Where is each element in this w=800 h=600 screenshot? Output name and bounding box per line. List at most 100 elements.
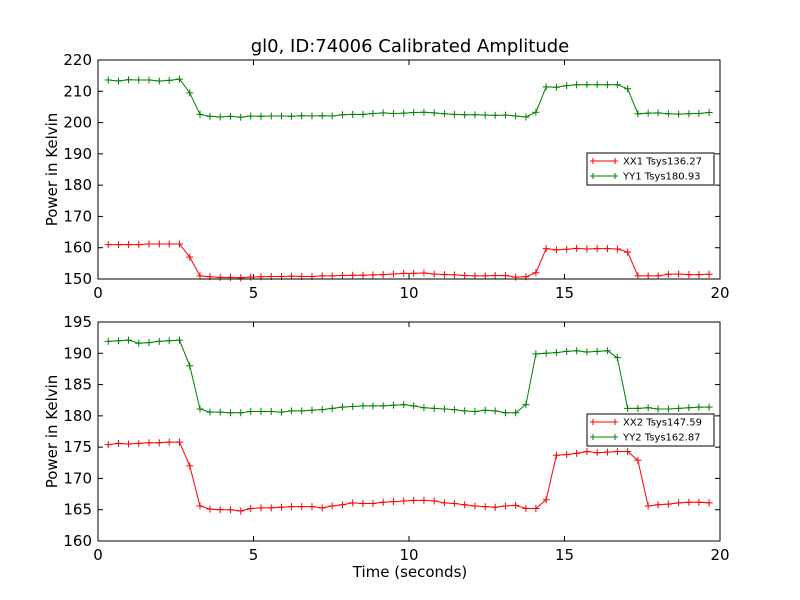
top-data-point (165, 76, 173, 84)
bottom-data-point (471, 502, 479, 510)
bottom-data-point (471, 407, 479, 415)
bottom-data-point (298, 407, 306, 415)
top-data-point (573, 81, 581, 89)
top-data-point (430, 109, 438, 117)
bottom-data-point (613, 448, 621, 456)
bottom-data-point (338, 501, 346, 509)
bottom-xtick-label: 15 (555, 546, 574, 564)
bottom-data-point (267, 504, 275, 512)
bottom-series-0 (104, 438, 713, 515)
top-data-point (175, 75, 183, 83)
bottom-data-point (115, 439, 123, 447)
bottom-data-point (685, 404, 693, 412)
top-data-point (552, 83, 560, 91)
bottom-data-point (359, 402, 367, 410)
top-data-point (389, 109, 397, 117)
top-data-point (389, 270, 397, 278)
bottom-data-point (603, 347, 611, 355)
bottom-data-point (379, 402, 387, 410)
top-data-point (664, 270, 672, 278)
top-data-point (338, 111, 346, 119)
top-data-point (420, 108, 428, 116)
top-data-point (695, 109, 703, 117)
bottom-data-point (115, 337, 123, 345)
top-data-point (593, 81, 601, 89)
top-data-point (624, 85, 632, 93)
bottom-panel: 0 5 10 15 20 160 165 170 175 180 185 190 195 Power i… (43, 313, 730, 581)
bottom-data-point (400, 401, 408, 409)
top-data-point (349, 110, 357, 118)
top-data-point (410, 269, 418, 277)
bottom-data-point (287, 503, 295, 511)
bottom-data-point (695, 498, 703, 506)
top-data-point (308, 112, 316, 120)
top-ytick-label: 170 (63, 207, 92, 225)
bottom-data-point (491, 503, 499, 511)
bottom-data-point (349, 402, 357, 410)
top-data-point (124, 241, 132, 249)
top-data-point (135, 76, 143, 84)
bottom-data-point (583, 348, 591, 356)
bottom-data-point (573, 449, 581, 457)
top-data-point (532, 269, 540, 277)
bottom-data-point (104, 337, 112, 345)
bottom-data-point (359, 499, 367, 507)
bottom-series-1 (104, 336, 713, 417)
bottom-data-point (552, 349, 560, 357)
bottom-data-point (461, 501, 469, 509)
bottom-data-point (155, 337, 163, 345)
top-data-point (135, 241, 143, 249)
top-data-point (237, 113, 245, 121)
top-data-point (705, 270, 713, 278)
top-xtick-label: 10 (399, 284, 418, 302)
bottom-data-point (206, 408, 214, 416)
bottom-data-point (135, 439, 143, 447)
top-data-point (359, 110, 367, 118)
top-data-point (216, 273, 224, 281)
top-data-point (400, 269, 408, 277)
top-data-point (410, 109, 418, 117)
bottom-legend-label: YY2 Tsys162.87 (622, 433, 701, 444)
top-ytick-label: 180 (63, 176, 92, 194)
bottom-data-point (226, 506, 234, 514)
bottom-series-line (108, 339, 710, 414)
bottom-legend-label: XX2 Tsys147.59 (623, 418, 702, 429)
bottom-data-point (257, 407, 265, 415)
bottom-data-point (237, 507, 245, 515)
top-data-point (155, 77, 163, 85)
top-data-point (349, 271, 357, 279)
bottom-data-point (237, 409, 245, 417)
top-data-point (461, 111, 469, 119)
top-data-point (654, 272, 662, 280)
top-data-point (196, 110, 204, 118)
bottom-data-point (481, 406, 489, 414)
top-ytick-label: 200 (63, 114, 92, 132)
top-data-point (481, 272, 489, 280)
bottom-ytick-label: 160 (63, 532, 92, 550)
top-data-point (277, 112, 285, 120)
top-data-point (267, 112, 275, 120)
bottom-data-point (216, 506, 224, 514)
bottom-data-point (593, 449, 601, 457)
top-data-point (104, 76, 112, 84)
top-data-point (420, 269, 428, 277)
top-data-point (644, 272, 652, 280)
bottom-legend-marker (590, 419, 618, 425)
bottom-data-point (287, 407, 295, 415)
top-data-point (145, 76, 153, 84)
top-data-point (450, 271, 458, 279)
bottom-axes-frame (97, 321, 721, 542)
bottom-xtick-label: 0 (93, 546, 103, 564)
top-data-point (471, 111, 479, 119)
top-data-point (115, 241, 123, 249)
top-data-point (318, 272, 326, 280)
bottom-data-point (532, 504, 540, 512)
bottom-panel-xlabel: Time (seconds) (352, 563, 468, 581)
top-data-point (440, 110, 448, 118)
bottom-ytick-label: 170 (63, 469, 92, 487)
bottom-data-point (654, 501, 662, 509)
bottom-xtick-label: 5 (249, 546, 259, 564)
top-data-point (685, 271, 693, 279)
top-panel-ylabel: Power in Kelvin (43, 113, 61, 227)
top-data-point (450, 110, 458, 118)
